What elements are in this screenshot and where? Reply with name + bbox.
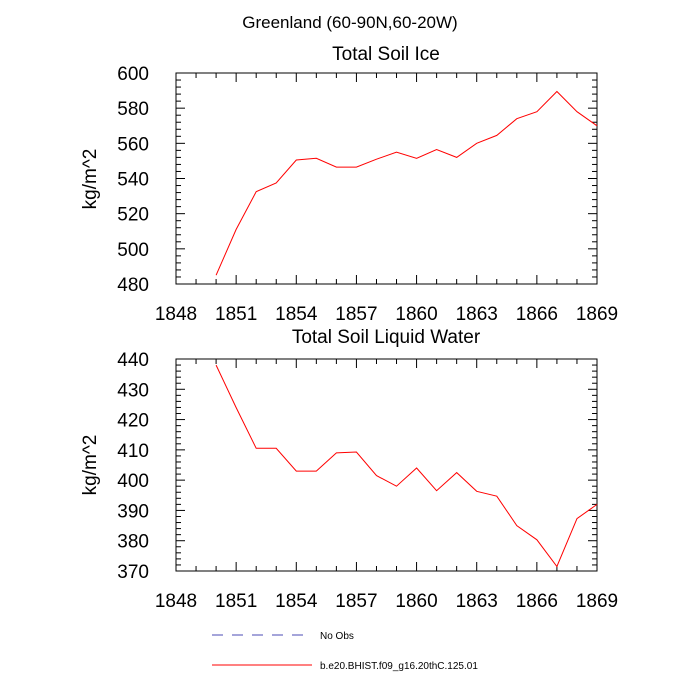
x-tick-label: 1860 bbox=[395, 591, 437, 612]
y-tick-label: 420 bbox=[117, 411, 149, 432]
x-tick-label: 1860 bbox=[395, 304, 437, 325]
x-tick-label: 1866 bbox=[516, 591, 558, 612]
x-tick-label: 1851 bbox=[215, 304, 257, 325]
x-tick-label: 1869 bbox=[576, 591, 618, 612]
x-tick-label: 1854 bbox=[275, 304, 318, 325]
y-tick-label: 600 bbox=[117, 64, 149, 85]
series-line bbox=[215, 364, 598, 568]
x-tick-label: 1866 bbox=[516, 304, 558, 325]
x-tick-label: 1854 bbox=[275, 591, 318, 612]
x-tick-label: 1857 bbox=[335, 304, 377, 325]
y-tick-label: 500 bbox=[117, 240, 149, 261]
x-tick-label: 1863 bbox=[456, 304, 498, 325]
y-tick-label: 540 bbox=[117, 170, 149, 191]
y-tick-label: 430 bbox=[117, 380, 149, 401]
y-tick-label: 390 bbox=[117, 501, 149, 522]
y-tick-label: 400 bbox=[117, 471, 149, 492]
chart-panel-soil-liquid-water: Total Soil Liquid Water kg/m^2 1848 1851 1… bbox=[80, 327, 618, 612]
legend-label-no-obs: No Obs bbox=[320, 631, 354, 642]
chart-title: Total Soil Ice bbox=[332, 44, 440, 65]
y-tick-label: 410 bbox=[117, 441, 149, 462]
x-tick-label: 1863 bbox=[456, 591, 498, 612]
y-tick-label: 560 bbox=[117, 134, 149, 155]
x-tick-label: 1851 bbox=[215, 591, 257, 612]
y-tick-label: 580 bbox=[117, 99, 149, 120]
x-tick-label: 1869 bbox=[576, 304, 618, 325]
series-line bbox=[215, 90, 598, 276]
y-axis-label: kg/m^2 bbox=[80, 149, 101, 210]
legend: No Obs b.e20.BHIST.f09_g16.20thC.125.01 bbox=[212, 631, 478, 672]
chart-title: Total Soil Liquid Water bbox=[292, 327, 481, 348]
y-axis-label: kg/m^2 bbox=[80, 435, 101, 496]
y-tick-label: 520 bbox=[117, 205, 149, 226]
chart-panel-soil-ice: Total Soil Ice kg/m^2 1848 1851 1854 1857 18… bbox=[80, 44, 618, 325]
plot-frame bbox=[175, 358, 598, 572]
y-tick-label: 380 bbox=[117, 532, 149, 553]
y-tick-label: 370 bbox=[117, 562, 149, 583]
figure-title: Greenland (60-90N,60-20W) bbox=[242, 13, 457, 32]
legend-label-model: b.e20.BHIST.f09_g16.20thC.125.01 bbox=[320, 661, 478, 672]
x-tick-label: 1857 bbox=[335, 591, 377, 612]
x-tick-label: 1848 bbox=[155, 304, 197, 325]
y-tick-label: 440 bbox=[117, 350, 149, 371]
y-tick-label: 480 bbox=[117, 275, 149, 296]
x-tick-label: 1848 bbox=[155, 591, 197, 612]
plot-frame bbox=[175, 72, 598, 285]
